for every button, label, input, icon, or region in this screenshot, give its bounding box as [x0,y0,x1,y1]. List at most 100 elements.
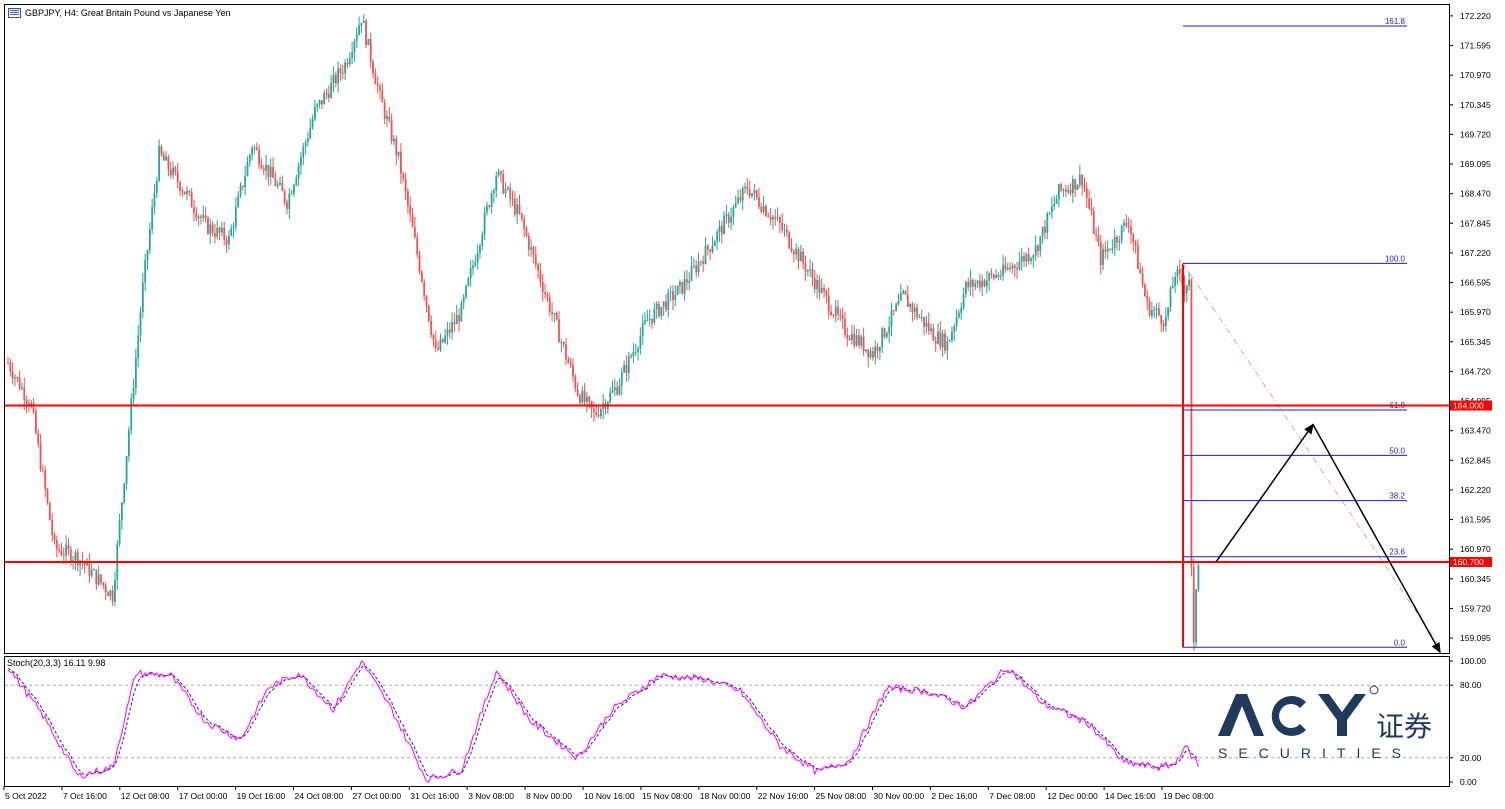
candle-body [132,388,135,399]
arrow-down[interactable] [1312,424,1441,654]
candle-body [265,164,267,171]
candle-body [702,261,705,264]
candle-body [383,102,386,119]
candle-body [1046,213,1049,233]
candle-body [609,392,612,403]
candle-body [692,265,695,267]
candle-body [1081,174,1084,186]
candle-body [74,552,77,561]
candle-body [109,590,112,597]
candle-body [337,68,340,84]
candle-body [469,268,472,279]
horizontal-levels[interactable]: 164.000 160.700 [5,400,1492,567]
candle-body [802,251,805,264]
fib-level-label: 50.0 [1389,446,1405,455]
candle-body [620,372,623,386]
stoch-axis-label: 100.00 [1460,656,1486,666]
candle-body [999,275,1002,277]
candle-body [772,217,774,220]
time-label: 3 Nov 08:00 [468,791,514,801]
candle-body [806,270,809,272]
candle-body [865,349,867,352]
candle-body [555,313,558,320]
main-chart-panel[interactable] [4,4,1450,654]
candle-body [274,177,277,186]
price-label: 169.095 [1460,159,1491,169]
candle-body [665,301,667,311]
candle-body [971,279,974,287]
candle-body [916,307,918,318]
candle-body [221,227,223,233]
candle-body [567,359,570,364]
candle-body [848,338,851,341]
candle-body [427,305,430,321]
candle-body [169,169,172,176]
candle-body [304,142,307,147]
candle-body [444,335,446,343]
candle-body [209,224,212,234]
candle-body [1164,316,1167,327]
candle-body [395,138,398,156]
candle-body [276,184,279,186]
candle-body [932,328,935,341]
candle-body [1144,284,1146,297]
candle-body [404,178,407,192]
candle-body [913,307,916,313]
candle-body [599,408,602,416]
candle-body [365,20,367,45]
time-label: 8 Nov 00:00 [526,791,572,801]
candle-body [1013,265,1016,268]
candle-body [527,235,530,250]
candle-body [906,294,909,307]
candle-body [402,173,405,179]
candle-body [897,300,900,305]
candle-body [813,277,816,290]
candle-body [1157,308,1160,316]
candle-body [290,193,293,195]
chart-menu-icon[interactable] [8,8,21,18]
candle-body [153,193,156,208]
candle-body [776,217,779,219]
candle-body [309,127,312,139]
candle-body [358,25,360,35]
candle-body [39,443,42,470]
candle-body [362,20,365,23]
arrow-up[interactable] [1215,423,1314,563]
time-label: 7 Dec 08:00 [989,791,1035,801]
candle-body [888,326,891,333]
candle-body [639,335,642,349]
candle-body [323,93,326,105]
candle-body [327,93,330,98]
projection-arrows[interactable] [1215,423,1441,654]
candle-body [37,433,40,444]
candle-body [651,318,653,323]
candle-body [541,281,544,293]
candle-body [262,168,265,171]
candle-body [397,151,400,156]
candle-body [183,191,186,195]
price-label: 170.970 [1460,70,1491,80]
candle-body [799,251,802,262]
candle-body [97,574,100,585]
candle-body [1018,261,1021,270]
candle-body [374,73,377,85]
candle-body [1195,589,1197,643]
candle-body [869,351,872,358]
candle-body [646,320,649,322]
candle-body [1178,268,1181,274]
stochastic-panel[interactable] [4,656,1450,787]
candle-body [465,285,467,297]
candle-body [1023,256,1025,262]
candle-body [739,197,742,201]
candle-body [523,218,526,229]
candle-body [144,259,147,283]
candle-body [214,233,216,237]
candle-body [1071,178,1074,194]
price-label: 167.845 [1460,218,1491,228]
candle-body [988,273,991,281]
candle-body [1076,184,1079,190]
candle-body [1176,268,1179,277]
candle-body [1197,565,1200,590]
candle-body [155,180,158,194]
